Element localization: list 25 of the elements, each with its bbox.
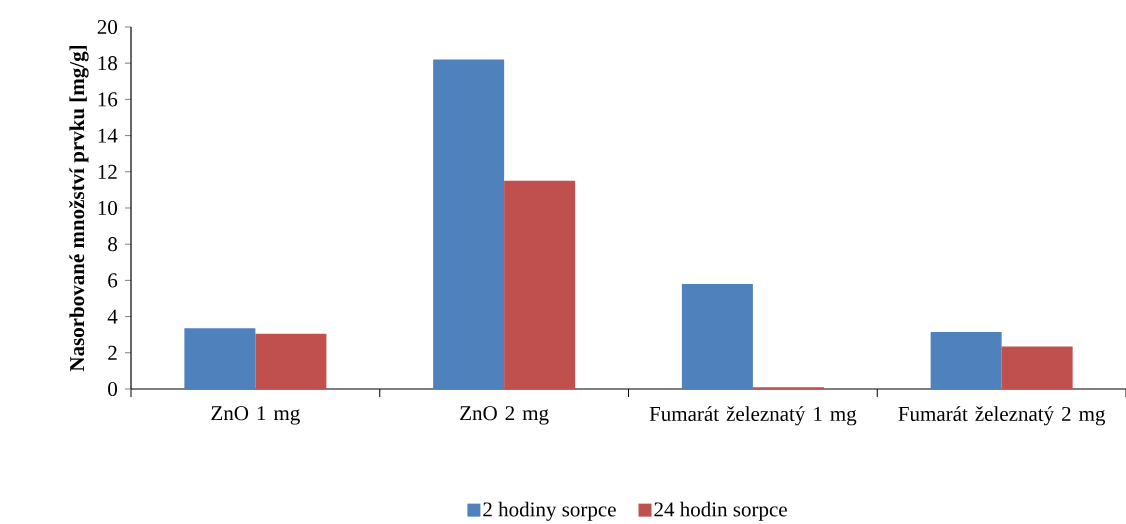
bar: [930, 331, 1002, 389]
x-tick-label: Fumarát železnatý 2 mg: [898, 406, 1106, 426]
y-axis-title: Nasorbované množství prvku [mg/g]: [69, 45, 89, 372]
y-tick-label: 2: [108, 345, 117, 360]
bar: [504, 180, 576, 389]
y-tick-label: 0: [108, 381, 118, 397]
bar: [255, 333, 327, 389]
y-tick-label: 12: [98, 164, 117, 179]
y-tick-label: 18: [98, 56, 118, 71]
legend-label: 24 hodin sorpce: [654, 501, 787, 521]
y-tick-label: 4: [107, 309, 118, 324]
y-tick-label: 20: [97, 19, 118, 35]
y-tick-label: 8: [108, 237, 118, 252]
x-tick-label: ZnO 2 mg: [460, 406, 549, 425]
y-tick-label: 10: [98, 200, 118, 216]
y-tick-label: 6: [108, 273, 118, 288]
bar: [184, 328, 256, 389]
y-tick-label: 16: [98, 92, 118, 107]
y-tick-label: 14: [98, 128, 118, 143]
x-tick-label: ZnO 1 mg: [211, 406, 300, 425]
x-tick-label: Fumarát železnatý 1 mg: [649, 406, 857, 426]
bar: [681, 284, 753, 389]
bar: [433, 59, 505, 389]
legend-label: 2 hodiny sorpce: [483, 501, 616, 521]
bar: [1001, 346, 1073, 389]
